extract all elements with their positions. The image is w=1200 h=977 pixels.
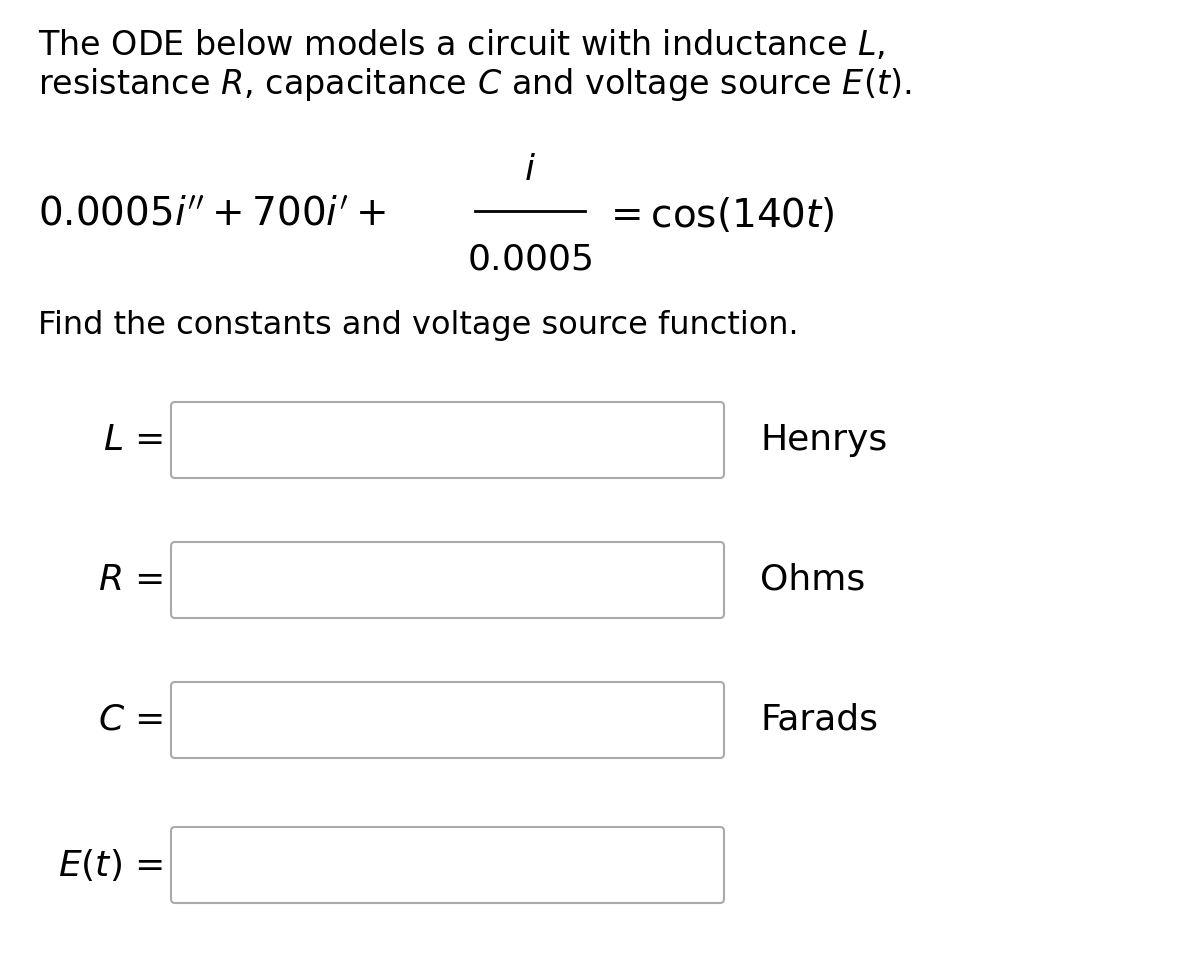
FancyBboxPatch shape <box>172 827 724 903</box>
Text: Farads: Farads <box>760 703 878 737</box>
Text: resistance $R$, capacitance $C$ and voltage source $E(t)$.: resistance $R$, capacitance $C$ and volt… <box>38 66 911 103</box>
Text: $0.0005$: $0.0005$ <box>467 243 593 277</box>
Text: $i$: $i$ <box>524 153 536 187</box>
Text: $R$ =: $R$ = <box>98 563 163 597</box>
Text: $= \cos(140t)$: $= \cos(140t)$ <box>604 195 834 234</box>
Text: $L$ =: $L$ = <box>103 423 163 457</box>
Text: $E(t)$ =: $E(t)$ = <box>58 847 163 883</box>
Text: $0.0005i''+700i'+$: $0.0005i''+700i'+$ <box>38 196 386 234</box>
FancyBboxPatch shape <box>172 682 724 758</box>
Text: Find the constants and voltage source function.: Find the constants and voltage source fu… <box>38 310 799 341</box>
Text: The ODE below models a circuit with inductance $L$,: The ODE below models a circuit with indu… <box>38 28 886 62</box>
Text: Ohms: Ohms <box>760 563 865 597</box>
Text: Henrys: Henrys <box>760 423 887 457</box>
FancyBboxPatch shape <box>172 542 724 618</box>
Text: $C$ =: $C$ = <box>97 703 163 737</box>
FancyBboxPatch shape <box>172 402 724 478</box>
